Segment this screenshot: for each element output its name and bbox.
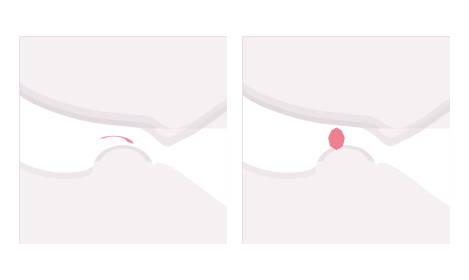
- Polygon shape: [19, 36, 227, 244]
- Polygon shape: [242, 81, 450, 141]
- Polygon shape: [19, 36, 227, 141]
- Polygon shape: [19, 81, 227, 141]
- Polygon shape: [19, 145, 227, 244]
- Polygon shape: [19, 89, 227, 141]
- Polygon shape: [242, 161, 316, 179]
- Polygon shape: [328, 127, 345, 150]
- Polygon shape: [99, 136, 134, 144]
- Polygon shape: [140, 36, 227, 146]
- Polygon shape: [317, 145, 375, 162]
- Polygon shape: [363, 36, 450, 146]
- Polygon shape: [242, 89, 450, 141]
- Polygon shape: [140, 102, 227, 146]
- Polygon shape: [19, 161, 93, 179]
- Polygon shape: [242, 145, 450, 244]
- Polygon shape: [242, 36, 450, 244]
- Polygon shape: [94, 145, 152, 162]
- Polygon shape: [363, 102, 450, 146]
- Polygon shape: [242, 36, 450, 141]
